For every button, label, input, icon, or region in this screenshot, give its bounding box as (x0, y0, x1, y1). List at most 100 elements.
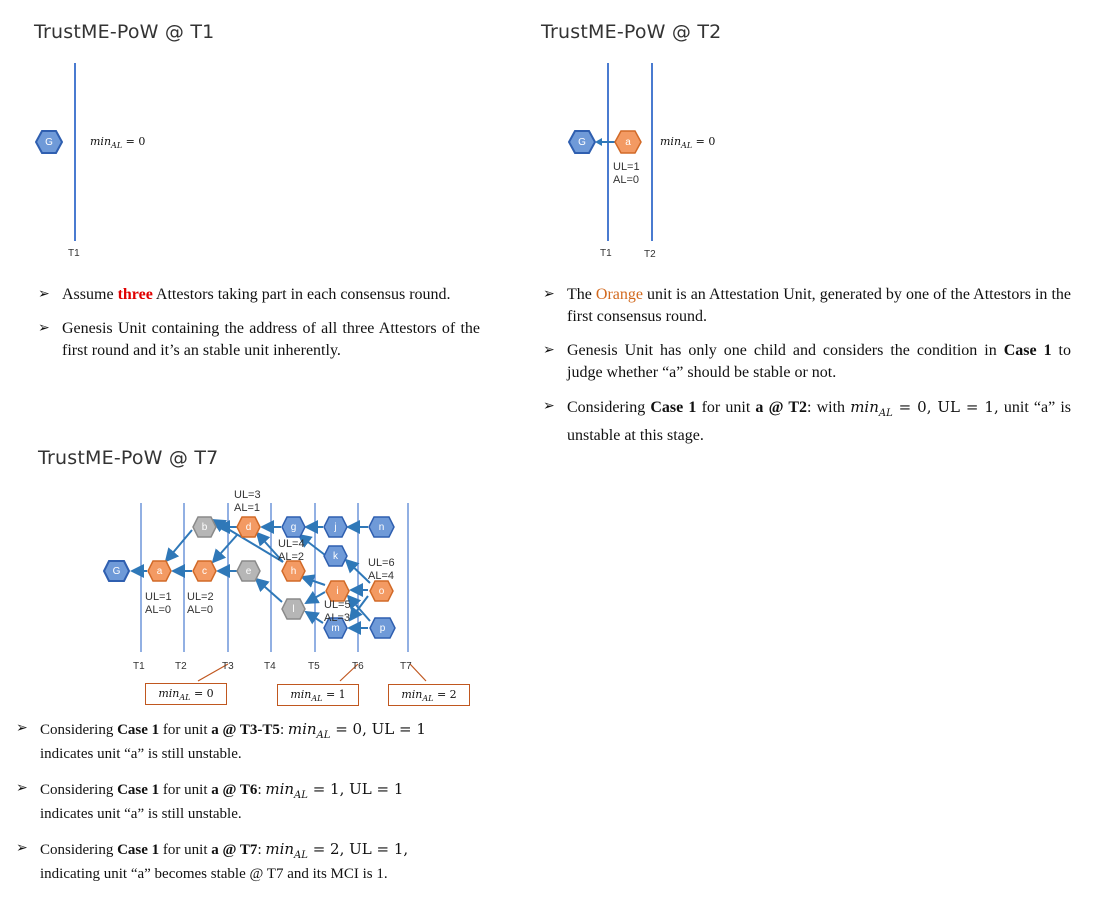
edge-k-g (297, 533, 326, 556)
min-al-expression: minAL = 0 (90, 135, 145, 150)
bullet-genesis-child: Genesis Unit has only one child and cons… (541, 340, 1071, 384)
edge-i-l (304, 590, 326, 605)
edge-h-b (211, 518, 284, 563)
node-label: j (334, 521, 337, 533)
node-p: p (369, 617, 396, 639)
unit-a-label: a (625, 136, 631, 148)
time-line-t2 (651, 63, 653, 241)
node-n: n (368, 516, 395, 538)
edge-p-i (346, 594, 371, 622)
node-b: b (192, 516, 217, 538)
panel-t7-title: TrustME-PoW @ T7 (38, 447, 219, 469)
box-connectors (197, 663, 427, 682)
connector-t7 (409, 663, 427, 682)
min-label: min (90, 135, 112, 148)
label-o-levels: UL=6 AL=4 (368, 557, 395, 582)
edge-m-l (304, 610, 324, 625)
tick-t2: T2 (644, 249, 656, 260)
label-a-levels: UL=1 AL=0 (145, 591, 172, 616)
edge-b-a (164, 529, 193, 563)
edge-l-e (254, 577, 283, 603)
hexagon-icon (323, 516, 348, 538)
hexagon-icon (281, 598, 306, 620)
label-i-levels: UL=5 AL=3 (324, 599, 351, 624)
bullets-bottom: Considering Case 1 for unit a @ T3-T5: m… (14, 720, 550, 900)
node-label: n (378, 521, 385, 533)
node-c: c (192, 560, 217, 582)
tick-t3: T3 (222, 661, 234, 672)
hexagon-icon (236, 516, 261, 538)
node-o: o (369, 580, 394, 602)
hexagon-icon (102, 560, 131, 582)
min-value: = 0 (122, 135, 146, 148)
node-g: g (281, 516, 306, 538)
attestation-unit-a: a (614, 130, 642, 154)
hexagon-icon (325, 580, 350, 602)
unit-a-al: AL=0 (613, 174, 639, 186)
edge-i-h (300, 574, 326, 588)
genesis-unit: G (567, 130, 597, 154)
node-label: b (201, 521, 208, 533)
panel-t1-title: TrustME-PoW @ T1 (34, 21, 215, 43)
bullet-orange-unit: The Orange unit is an Attestation Unit, … (541, 284, 1071, 328)
hexagon-icon (368, 516, 395, 538)
node-g-genesis: G (102, 560, 131, 582)
node-label: d (245, 521, 252, 533)
node-m: m (323, 617, 348, 639)
label-h-levels: UL=4 AL=2 (278, 538, 305, 563)
unit-a-levels: UL=1 AL=0 (613, 161, 640, 187)
bullet-case1-t3-t5: Considering Case 1 for unit a @ T3-T5: m… (14, 720, 550, 763)
node-label: h (290, 565, 297, 577)
node-label: a (156, 565, 163, 577)
node-label: o (378, 585, 385, 597)
tick-t7: T7 (400, 661, 412, 672)
node-label: k (333, 550, 338, 562)
bullet-case1-t6: Considering Case 1 for unit a @ T6: minA… (14, 780, 550, 823)
hexagon-icon (192, 560, 217, 582)
hexagon-icon (192, 516, 217, 538)
time-line-t1 (74, 63, 76, 241)
min-value: = 0 (692, 135, 716, 148)
unit-a-ul: UL=1 (613, 161, 640, 173)
hexagon-icon (614, 130, 642, 154)
hexagon-icon (369, 617, 396, 639)
node-label: m (331, 622, 340, 634)
node-label: i (336, 585, 339, 597)
genesis-unit: G (34, 130, 64, 154)
bullet-assume-three: Assume three Attestors taking part in ea… (36, 284, 480, 306)
tick-t1: T1 (600, 248, 612, 259)
node-e: e (236, 560, 261, 582)
min-sub: AL (111, 141, 123, 150)
genesis-label: G (578, 136, 586, 148)
node-label: c (202, 565, 207, 577)
node-label: e (245, 565, 252, 577)
hexagon-icon (369, 580, 394, 602)
hexagon-icon (281, 516, 306, 538)
node-h: h (281, 560, 306, 582)
tick-t6: T6 (352, 661, 364, 672)
node-k: k (323, 545, 348, 567)
label-d-levels: UL=3 AL=1 (234, 489, 261, 514)
min-sub: AL (681, 141, 693, 150)
tick-t4: T4 (264, 661, 276, 672)
min-al-box-t6: minAL = 1 (277, 684, 359, 706)
hexagon-icon (567, 130, 597, 154)
min-label: min (660, 135, 682, 148)
min-al-box-t3: minAL = 0 (145, 683, 227, 705)
min-al-expression: minAL = 0 (660, 135, 715, 150)
connector-t6 (339, 663, 359, 682)
edges (130, 518, 371, 635)
node-label: g (290, 521, 297, 533)
tick-t1: T1 (68, 248, 80, 259)
node-label: l (292, 603, 295, 615)
edge-d-c (211, 534, 238, 564)
genesis-label: G (45, 136, 53, 148)
tick-t5: T5 (308, 661, 320, 672)
time-line-t1 (607, 63, 609, 241)
bullet-case1-t2: Considering Case 1 for unit a @ T2: with… (541, 396, 1071, 447)
bullet-genesis-unit: Genesis Unit containing the address of a… (36, 318, 480, 362)
hexagon-icon (34, 130, 64, 154)
label-c-levels: UL=2 AL=0 (187, 591, 214, 616)
node-i: i (325, 580, 350, 602)
